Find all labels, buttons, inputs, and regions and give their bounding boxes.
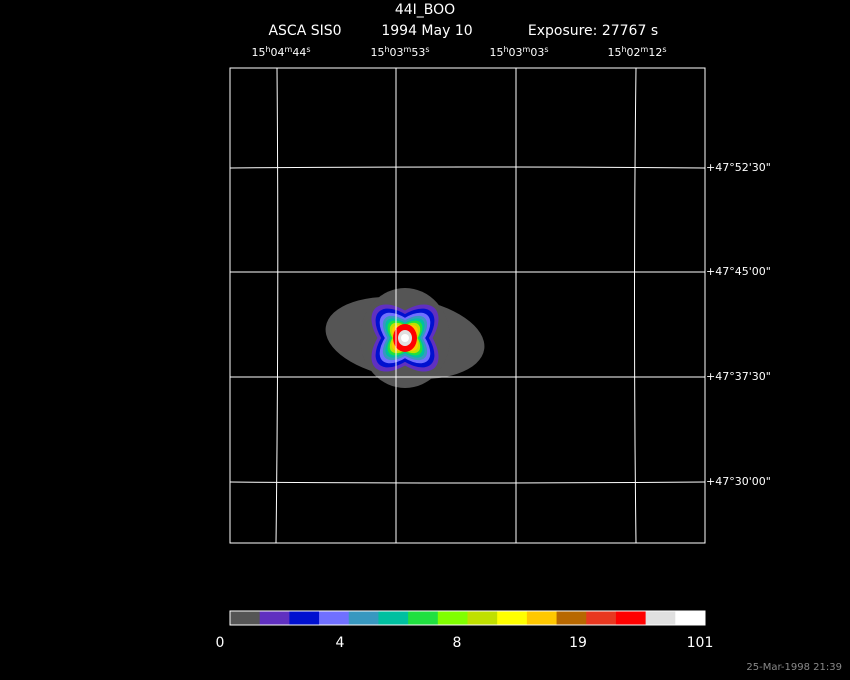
ra-unit: s bbox=[662, 45, 666, 54]
ra-unit: m bbox=[404, 45, 412, 54]
ra-unit: s bbox=[306, 45, 310, 54]
colorbar-segment bbox=[615, 611, 647, 625]
colorbar-segment bbox=[556, 611, 587, 625]
colorbar-segment bbox=[319, 611, 350, 625]
colorbar-segment bbox=[348, 611, 379, 625]
timestamp: 25-Mar-1998 21:39 bbox=[746, 662, 842, 673]
ra-value: 15 bbox=[489, 46, 503, 59]
colorbar-segment bbox=[586, 611, 617, 625]
ra-unit: s bbox=[544, 45, 548, 54]
dec-grid-line bbox=[229, 376, 706, 378]
dec-grid-line bbox=[229, 481, 706, 484]
colorbar-segment bbox=[437, 611, 468, 625]
colorbar-frame bbox=[229, 610, 706, 626]
ra-grid-line bbox=[515, 67, 517, 544]
ra-value: 12 bbox=[648, 46, 662, 59]
ra-value: 02 bbox=[627, 46, 641, 59]
ra-value: 03 bbox=[530, 46, 544, 59]
ra-grid-line bbox=[395, 67, 397, 544]
date: 1994 May 10 bbox=[381, 23, 472, 39]
colorbar-segment bbox=[497, 611, 528, 625]
colorbar-label: 0 bbox=[216, 635, 225, 651]
ra-value: 15 bbox=[370, 46, 384, 59]
ra-unit: h bbox=[503, 45, 508, 54]
colorbar-label: 101 bbox=[687, 635, 714, 651]
colorbar-segment bbox=[467, 611, 498, 625]
colorbar-segment bbox=[230, 611, 261, 625]
ra-grid-line bbox=[275, 67, 279, 544]
colorbar-segment bbox=[259, 611, 290, 625]
dec-label: +47°45'00" bbox=[706, 265, 771, 278]
coordinate-grid bbox=[229, 67, 706, 544]
dec-label: +47°52'30" bbox=[706, 161, 771, 174]
colorbar-segment bbox=[289, 611, 320, 625]
ra-value: 53 bbox=[411, 46, 425, 59]
ra-value: 15 bbox=[251, 46, 265, 59]
colorbar-segment bbox=[675, 611, 706, 625]
ra-value: 44 bbox=[292, 46, 306, 59]
ra-grid-line bbox=[634, 67, 637, 544]
colorbar-segment bbox=[526, 611, 558, 625]
ra-value: 04 bbox=[271, 46, 285, 59]
ra-label: 15h04m44s bbox=[251, 45, 310, 60]
ra-value: 03 bbox=[390, 46, 404, 59]
dec-grid-line bbox=[229, 166, 706, 169]
colorbar-label: 4 bbox=[336, 635, 345, 651]
dec-label: +47°30'00" bbox=[706, 475, 771, 488]
ra-value: 15 bbox=[607, 46, 621, 59]
ra-label: 15h03m53s bbox=[370, 45, 429, 60]
title: 44I_BOO bbox=[395, 2, 455, 18]
ra-unit: h bbox=[384, 45, 389, 54]
ra-label: 15h03m03s bbox=[489, 45, 548, 60]
colorbar-segment bbox=[408, 611, 439, 625]
ra-value: 03 bbox=[509, 46, 523, 59]
ra-unit: m bbox=[641, 45, 649, 54]
plot-frame bbox=[229, 67, 706, 544]
colorbar-label: 8 bbox=[453, 635, 462, 651]
dec-label: +47°37'30" bbox=[706, 370, 771, 383]
xray-image bbox=[325, 288, 485, 388]
ra-unit: m bbox=[523, 45, 531, 54]
ra-unit: h bbox=[265, 45, 270, 54]
exposure: Exposure: 27767 s bbox=[528, 23, 658, 39]
ra-unit: m bbox=[285, 45, 293, 54]
ra-unit: s bbox=[425, 45, 429, 54]
instrument: ASCA SIS0 bbox=[268, 23, 341, 39]
ra-label: 15h02m12s bbox=[607, 45, 666, 60]
dec-grid-line bbox=[229, 271, 706, 273]
contour bbox=[401, 334, 409, 342]
ra-unit: h bbox=[621, 45, 626, 54]
colorbar-segment bbox=[645, 611, 676, 625]
colorbar-segment bbox=[378, 611, 409, 625]
colorbar-label: 19 bbox=[569, 635, 587, 651]
